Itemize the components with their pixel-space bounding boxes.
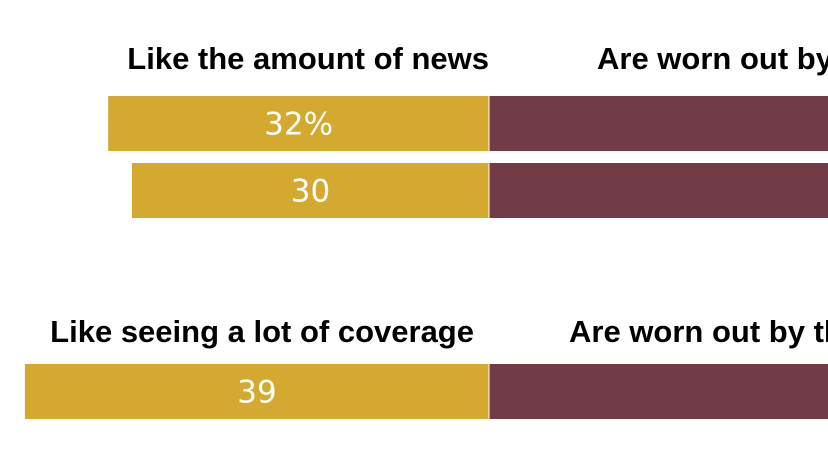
right-bar-g1-r2 <box>489 163 828 218</box>
chart-group-2: Like seeing a lot of coverage Are worn o… <box>24 314 828 419</box>
left-header-group-1: Like the amount of news <box>127 41 489 76</box>
left-bar-g1-r2 <box>132 163 489 218</box>
left-bar-g2-r1 <box>24 364 490 419</box>
right-bar-g2-r1 <box>489 364 828 419</box>
left-value-label-g2-r1: 39 <box>237 375 276 411</box>
right-bar-g1-r1 <box>489 96 828 151</box>
chart-group-1: Like the amount of news Are worn out by … <box>108 41 828 218</box>
right-header-group-1: Are worn out by the amount of news <box>597 41 828 76</box>
left-value-label-g1-r2: 30 <box>291 174 330 210</box>
right-header-group-2: Are worn out by the amount of coverage <box>569 314 828 349</box>
left-bar-g1-r1 <box>108 96 489 151</box>
left-header-group-2: Like seeing a lot of coverage <box>50 314 474 349</box>
left-value-label-g1-r1: 32% <box>264 107 333 143</box>
